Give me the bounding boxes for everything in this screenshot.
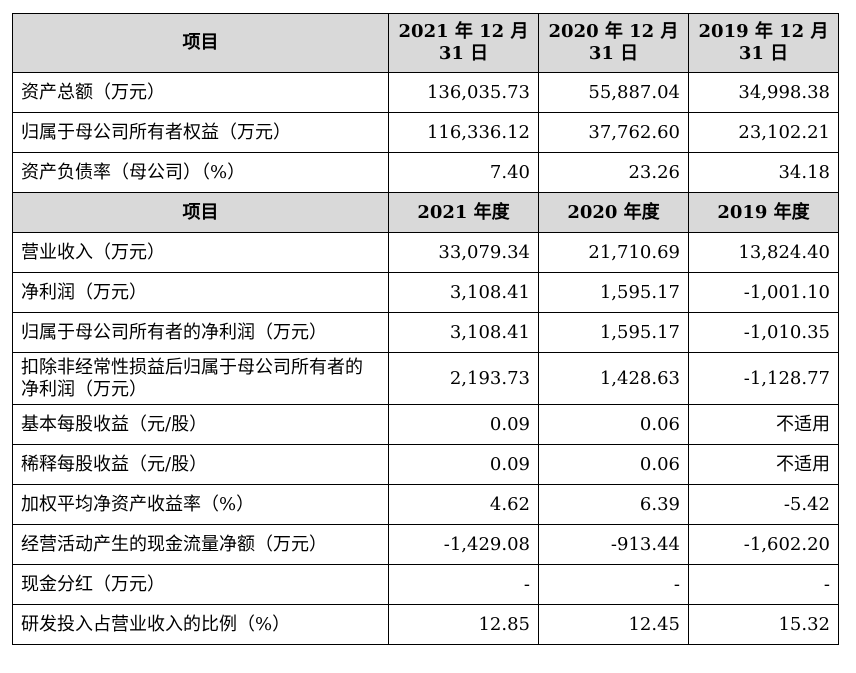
row-label: 经营活动产生的现金流量净额（万元）: [12, 524, 389, 565]
table-row: 归属于母公司所有者的净利润（万元） 3,108.41 1,595.17 -1,0…: [12, 312, 839, 353]
value-2021: 116,336.12: [388, 112, 539, 153]
value-2021: 12.85: [388, 604, 539, 645]
value-2020: 6.39: [538, 484, 689, 525]
row-label: 研发投入占营业收入的比例（%）: [12, 604, 389, 645]
value-2019: -1,001.10: [688, 272, 839, 313]
value-2020: 21,710.69: [538, 232, 689, 273]
row-label: 基本每股收益（元/股）: [12, 404, 389, 445]
value-2020: 0.06: [538, 444, 689, 485]
table-row: 基本每股收益（元/股） 0.09 0.06 不适用: [12, 404, 839, 445]
header-cell-2019: 2019 年度: [688, 192, 839, 233]
value-2020: 55,887.04: [538, 72, 689, 113]
table-row: 稀释每股收益（元/股） 0.09 0.06 不适用: [12, 444, 839, 485]
value-2021: 3,108.41: [388, 312, 539, 353]
table-row: 研发投入占营业收入的比例（%） 12.85 12.45 15.32: [12, 604, 839, 645]
value-2019: -1,010.35: [688, 312, 839, 353]
row-label: 加权平均净资产收益率（%）: [12, 484, 389, 525]
value-2021: 0.09: [388, 404, 539, 445]
value-2021: 2,193.73: [388, 352, 539, 405]
value-2021: 136,035.73: [388, 72, 539, 113]
value-2021: -: [388, 564, 539, 605]
row-label: 现金分红（万元）: [12, 564, 389, 605]
header-cell-item: 项目: [12, 13, 389, 73]
value-2020: 1,428.63: [538, 352, 689, 405]
row-label: 稀释每股收益（元/股）: [12, 444, 389, 485]
table-row: 经营活动产生的现金流量净额（万元） -1,429.08 -913.44 -1,6…: [12, 524, 839, 565]
row-label: 扣除非经常性损益后归属于母公司所有者的净利润（万元）: [12, 352, 389, 405]
value-2020: -: [538, 564, 689, 605]
value-2019: -5.42: [688, 484, 839, 525]
header-cell-2020: 2020 年 12 月 31 日: [538, 13, 689, 73]
financial-table: 项目 2021 年 12 月 31 日 2020 年 12 月 31 日 201…: [12, 13, 839, 645]
header-cell-2020: 2020 年度: [538, 192, 689, 233]
value-2019: -1,128.77: [688, 352, 839, 405]
value-2021: 33,079.34: [388, 232, 539, 273]
header-row-income: 项目 2021 年度 2020 年度 2019 年度: [12, 192, 839, 233]
row-label: 营业收入（万元）: [12, 232, 389, 273]
value-2020: 23.26: [538, 152, 689, 193]
value-2019: 不适用: [688, 404, 839, 445]
value-2019: 34,998.38: [688, 72, 839, 113]
value-2019: 34.18: [688, 152, 839, 193]
value-2021: 0.09: [388, 444, 539, 485]
table-row: 现金分红（万元） - - -: [12, 564, 839, 605]
value-2019: 13,824.40: [688, 232, 839, 273]
value-2019: 23,102.21: [688, 112, 839, 153]
value-2020: 0.06: [538, 404, 689, 445]
row-label: 资产负债率（母公司）（%）: [12, 152, 389, 193]
value-2020: -913.44: [538, 524, 689, 565]
value-2019: 15.32: [688, 604, 839, 645]
value-2021: 4.62: [388, 484, 539, 525]
table-row: 净利润（万元） 3,108.41 1,595.17 -1,001.10: [12, 272, 839, 313]
table-row: 扣除非经常性损益后归属于母公司所有者的净利润（万元） 2,193.73 1,42…: [12, 352, 839, 405]
value-2019: 不适用: [688, 444, 839, 485]
header-cell-2019: 2019 年 12 月 31 日: [688, 13, 839, 73]
value-2020: 12.45: [538, 604, 689, 645]
value-2021: 7.40: [388, 152, 539, 193]
table-row: 营业收入（万元） 33,079.34 21,710.69 13,824.40: [12, 232, 839, 273]
value-2020: 1,595.17: [538, 272, 689, 313]
row-label: 资产总额（万元）: [12, 72, 389, 113]
row-label: 净利润（万元）: [12, 272, 389, 313]
value-2020: 1,595.17: [538, 312, 689, 353]
table-row: 资产负债率（母公司）（%） 7.40 23.26 34.18: [12, 152, 839, 193]
header-cell-2021: 2021 年度: [388, 192, 539, 233]
value-2019: -: [688, 564, 839, 605]
table-row: 资产总额（万元） 136,035.73 55,887.04 34,998.38: [12, 72, 839, 113]
row-label: 归属于母公司所有者的净利润（万元）: [12, 312, 389, 353]
header-cell-item: 项目: [12, 192, 389, 233]
table-row: 归属于母公司所有者权益（万元） 116,336.12 37,762.60 23,…: [12, 112, 839, 153]
value-2020: 37,762.60: [538, 112, 689, 153]
row-label: 归属于母公司所有者权益（万元）: [12, 112, 389, 153]
value-2019: -1,602.20: [688, 524, 839, 565]
header-row-balance: 项目 2021 年 12 月 31 日 2020 年 12 月 31 日 201…: [12, 13, 839, 73]
value-2021: 3,108.41: [388, 272, 539, 313]
table-row: 加权平均净资产收益率（%） 4.62 6.39 -5.42: [12, 484, 839, 525]
value-2021: -1,429.08: [388, 524, 539, 565]
header-cell-2021: 2021 年 12 月 31 日: [388, 13, 539, 73]
